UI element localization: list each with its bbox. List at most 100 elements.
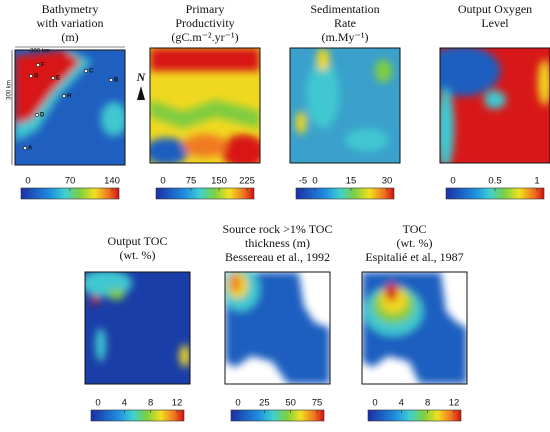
- colorbar-tick-label: 1: [534, 176, 539, 187]
- map-region: [385, 283, 398, 302]
- colorbar-tick-label: 8: [148, 398, 153, 409]
- map-frame: [84, 271, 191, 385]
- map-field: [440, 48, 550, 163]
- colorbar: [367, 409, 462, 422]
- panel-title: thickness (m): [245, 236, 310, 250]
- map-field: [362, 272, 467, 384]
- panel-title: Bessereau et al., 1992: [225, 250, 330, 264]
- colorbar-tick-label: 0: [450, 176, 455, 187]
- colorbar-tick-label: 50: [285, 398, 296, 409]
- colorbar-tick-label: 4: [399, 398, 404, 409]
- site-marker: [51, 76, 55, 80]
- map: [15, 50, 125, 165]
- colorbar-tick-label: 25: [259, 398, 270, 409]
- map-region: [221, 134, 260, 163]
- colorbar-tick-label: 8: [425, 398, 430, 409]
- map-region: [108, 288, 125, 300]
- map-region: [440, 48, 501, 97]
- colorbar: [90, 409, 185, 422]
- colorbar-tick-label: 150: [211, 176, 227, 187]
- colorbar-tick-label: 15: [346, 176, 357, 187]
- map-region: [316, 48, 330, 71]
- colorbar-tick-label: 70: [65, 176, 76, 187]
- colorbar-tick-label: 0: [312, 176, 317, 187]
- map-region: [374, 59, 393, 83]
- map-region: [91, 295, 100, 305]
- site-marker: [29, 74, 33, 78]
- map-region: [95, 328, 106, 362]
- map-region: [179, 344, 190, 368]
- map: [85, 272, 190, 384]
- site-marker: [23, 146, 27, 150]
- colorbar-tick-label: 0: [95, 398, 100, 409]
- panel-title: TOC: [403, 222, 427, 236]
- colorbar-tick-label: 225: [239, 176, 255, 187]
- colorbar-tick-label: 0: [25, 176, 30, 187]
- panel-title: Sedimentation: [310, 2, 379, 16]
- panel-title: Bathymetry: [42, 2, 99, 16]
- colorbar: [155, 187, 255, 200]
- site-label: C: [89, 69, 94, 75]
- map-region: [183, 134, 227, 158]
- map: [440, 48, 550, 163]
- map-region: [15, 50, 81, 125]
- map-field: [295, 48, 393, 152]
- panel-title: (wt. %): [120, 248, 156, 262]
- map-frame: [224, 271, 331, 385]
- colorbar-tick-label: 0: [235, 398, 240, 409]
- site-label: F: [41, 63, 45, 69]
- map-region: [150, 137, 189, 163]
- map-field: [225, 272, 330, 384]
- map-region: [537, 59, 550, 106]
- colorbar-tick-label: 4: [122, 398, 127, 409]
- site-label: D: [40, 113, 45, 119]
- panel-title: Source rock >1% TOC: [223, 222, 333, 236]
- map-region: [345, 128, 389, 152]
- site-label: A: [28, 146, 33, 152]
- scale-label: 300 km: [30, 49, 50, 55]
- site-marker: [36, 63, 40, 67]
- colorbar-tick-label: 30: [382, 176, 393, 187]
- map-frame: [361, 271, 468, 385]
- panel-title: Level: [481, 16, 509, 30]
- panel-title: (gC.m⁻².yr⁻¹): [171, 30, 238, 44]
- panel-title: Primary: [186, 2, 225, 16]
- map-frame: [289, 47, 401, 164]
- panel-title: (m.My⁻¹): [322, 30, 369, 44]
- site-marker: [35, 113, 39, 117]
- panel-title: Output Oxygen: [458, 2, 532, 16]
- colorbar-tick-label: 0.5: [488, 176, 501, 187]
- map-frame: [439, 47, 550, 164]
- map-region: [150, 99, 260, 129]
- map: [290, 48, 400, 163]
- map-field: [15, 50, 125, 142]
- north-arrow: [137, 86, 145, 100]
- panel-title: Productivity: [175, 16, 234, 30]
- map-region: [230, 274, 241, 293]
- map-frame: [149, 47, 261, 164]
- panel-title: Output TOC: [108, 234, 168, 248]
- colorbar: [295, 187, 395, 200]
- map-region: [295, 111, 307, 135]
- site-label: B: [114, 78, 119, 84]
- map-field: [150, 48, 260, 163]
- site-marker: [62, 94, 66, 98]
- map-field: [85, 272, 190, 368]
- map: [225, 272, 330, 384]
- colorbar-tick-label: 75: [312, 398, 323, 409]
- map-region: [484, 90, 506, 109]
- colorbar-tick-label: 0: [160, 176, 165, 187]
- map-region: [306, 59, 340, 129]
- map-frame: [14, 49, 126, 166]
- colorbar: [230, 409, 325, 422]
- panel-title: (wt. %): [397, 236, 433, 250]
- site-label: H: [67, 94, 71, 100]
- colorbar-tick-label: -5: [299, 176, 307, 187]
- site-marker: [84, 69, 88, 73]
- panel-title: Rate: [334, 16, 356, 30]
- colorbar-tick-label: 75: [186, 176, 197, 187]
- colorbar-tick-label: 0: [372, 398, 377, 409]
- map-region: [440, 88, 455, 163]
- site-label: E: [56, 76, 60, 82]
